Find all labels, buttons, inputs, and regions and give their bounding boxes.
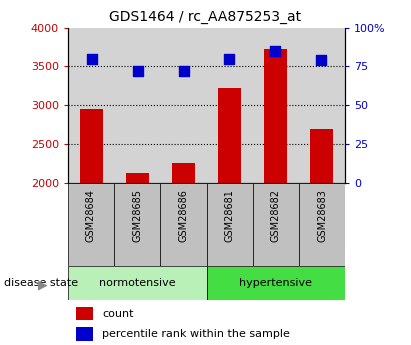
- Bar: [172, 164, 195, 183]
- Text: GDS1464 / rc_AA875253_at: GDS1464 / rc_AA875253_at: [109, 10, 302, 24]
- Bar: [81, 109, 103, 183]
- Bar: [160, 183, 206, 266]
- Bar: [114, 183, 160, 266]
- Text: GSM28684: GSM28684: [86, 189, 96, 242]
- Bar: [76, 327, 93, 341]
- Bar: [310, 129, 332, 183]
- Text: GSM28681: GSM28681: [225, 189, 235, 242]
- Point: [226, 56, 233, 61]
- Bar: [206, 266, 345, 300]
- Point: [272, 48, 279, 54]
- Bar: [76, 307, 93, 320]
- Bar: [299, 183, 345, 266]
- Bar: [206, 183, 253, 266]
- Bar: [264, 49, 287, 183]
- Text: GSM28683: GSM28683: [317, 189, 327, 242]
- Text: GSM28686: GSM28686: [178, 189, 188, 242]
- Point: [134, 68, 141, 74]
- Bar: [253, 183, 299, 266]
- Bar: [68, 266, 206, 300]
- Bar: [126, 173, 149, 183]
- Text: count: count: [102, 309, 134, 318]
- Point: [318, 58, 324, 63]
- Text: GSM28685: GSM28685: [132, 189, 142, 243]
- Bar: [68, 183, 114, 266]
- Text: ▶: ▶: [38, 278, 48, 291]
- Text: disease state: disease state: [4, 278, 78, 288]
- Bar: [218, 88, 241, 183]
- Point: [180, 68, 187, 74]
- Text: GSM28682: GSM28682: [271, 189, 281, 243]
- Point: [89, 56, 95, 61]
- Text: hypertensive: hypertensive: [239, 278, 312, 288]
- Text: percentile rank within the sample: percentile rank within the sample: [102, 329, 290, 339]
- Text: normotensive: normotensive: [99, 278, 175, 288]
